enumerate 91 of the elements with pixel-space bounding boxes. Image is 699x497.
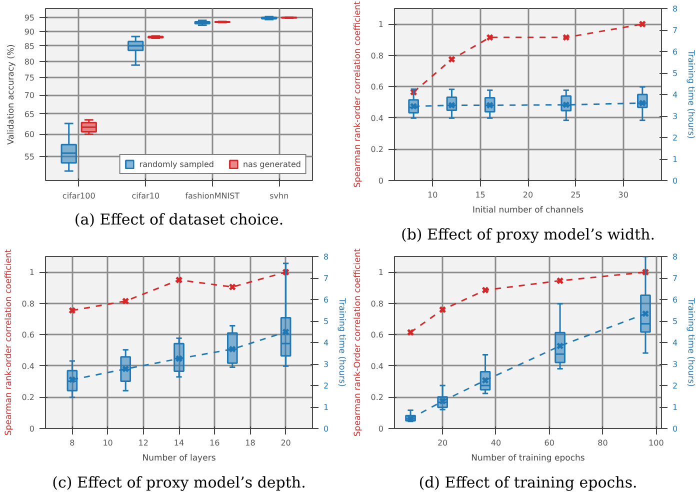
y-tick-label: 65: [24, 110, 35, 119]
y-tick-label: 0: [378, 424, 384, 434]
x-tick-label: cifar100: [62, 192, 96, 200]
y2-tick-label: 3: [324, 360, 329, 369]
y2-tick-label: 6: [324, 296, 329, 304]
y2-tick-label: 8: [672, 252, 678, 262]
x-axis-title: Number of training epochs: [471, 454, 586, 464]
y-tick-label: 75: [24, 74, 35, 83]
y-axis-title: Validation accuracy (%): [6, 44, 16, 145]
x-tick-label: 8: [70, 438, 75, 448]
y2-tick-label: 0: [324, 424, 329, 434]
y-tick-label: 0.8: [370, 51, 384, 60]
text: (c) Effect of proxy model’s depth.: [52, 474, 306, 492]
text: (a) Effect of dataset choice.: [74, 210, 284, 228]
y-tick-label: 80: [24, 57, 35, 66]
y-tick-label: 1: [29, 268, 35, 278]
y-axis-title: Spearman rank-Order correlation coefficient: [352, 248, 363, 436]
y-axis-title: Spearman rank-order correlation coefficient: [352, 0, 363, 188]
y-tick-label: 0.6: [22, 330, 35, 340]
y-tick-label: 0.8: [370, 299, 384, 308]
y-tick-label: 60: [24, 130, 35, 140]
y2-tick-label: 4: [324, 338, 329, 348]
y-tick-label: 0.6: [370, 82, 384, 92]
y-tick-label: 0.6: [370, 330, 384, 340]
y2-axis-title: Training time (hours): [686, 49, 696, 139]
x-tick-label: 25: [570, 190, 581, 200]
y2-tick-label: 8: [672, 4, 678, 14]
x-tick-label: 20: [280, 438, 291, 448]
x-tick-label: 16: [210, 438, 220, 448]
y-axis-title: Spearman rank-order correlation coefficient: [4, 248, 14, 436]
y-tick-label: 0.2: [370, 145, 384, 154]
y2-axis-title: Training time (hours): [686, 297, 696, 387]
y2-tick-label: 3: [672, 360, 678, 369]
y2-tick-label: 4: [672, 338, 678, 348]
y2-tick-label: 6: [672, 296, 678, 304]
y2-tick-label: 5: [672, 317, 678, 326]
x-tick-label: cifar10: [132, 192, 160, 200]
x-tick-label: 10: [102, 438, 113, 448]
y-tick-label: 0.8: [22, 299, 35, 308]
x-tick-label: 40: [490, 438, 502, 448]
text: (b) Effect of proxy model’s width.: [400, 226, 656, 244]
y2-tick-label: 4: [672, 90, 678, 100]
y2-tick-label: 2: [672, 134, 678, 142]
x-tick-label: 20: [522, 190, 534, 200]
y2-tick-label: 2: [672, 382, 678, 390]
x-tick-label: 12: [138, 438, 148, 448]
y-tick-label: 0.4: [22, 362, 35, 371]
x-tick-label: 100: [648, 438, 664, 448]
x-tick-label: 80: [598, 438, 608, 448]
y-tick-label: 85: [24, 42, 35, 51]
y2-tick-label: 0: [672, 424, 678, 434]
y2-tick-label: 7: [324, 274, 329, 283]
x-tick-label: 60: [544, 438, 554, 448]
y2-tick-label: 0: [672, 176, 678, 186]
y2-tick-label: 7: [672, 26, 678, 35]
y-tick-label: 1: [378, 268, 384, 278]
legend-label: randomly sampled: [139, 160, 214, 168]
y2-axis-title: Training time (hours): [336, 297, 347, 387]
y-tick-label: 90: [24, 27, 35, 36]
y-tick-label: 70: [24, 91, 35, 100]
text: (d) Effect of training epochs.: [418, 474, 638, 492]
y-tick-label: 55: [24, 152, 35, 162]
y2-tick-label: 2: [324, 382, 329, 390]
y2-tick-label: 5: [672, 69, 678, 78]
y-tick-label: 1: [378, 20, 384, 30]
y2-tick-label: 8: [324, 252, 329, 262]
y-tick-label: 0: [29, 424, 35, 434]
y2-tick-label: 7: [672, 274, 678, 283]
x-tick-label: fashionMNIST: [185, 192, 240, 200]
y2-tick-label: 3: [672, 112, 678, 121]
y2-tick-label: 5: [324, 317, 329, 326]
y2-tick-label: 1: [672, 155, 678, 164]
x-axis-title: Number of layers: [142, 454, 216, 464]
x-tick-label: 30: [618, 190, 628, 200]
y-tick-label: 95: [24, 14, 35, 23]
y-tick-label: 0.2: [370, 393, 384, 402]
y-tick-label: 0.4: [370, 114, 384, 123]
y2-tick-label: 1: [324, 403, 329, 412]
x-tick-label: svhn: [270, 192, 289, 200]
y2-tick-label: 6: [672, 48, 678, 56]
y-tick-label: 0: [378, 176, 384, 186]
x-tick-label: 15: [475, 190, 486, 200]
x-tick-label: 18: [245, 438, 256, 448]
x-axis-title: Initial number of channels: [472, 206, 584, 216]
y-tick-label: 0.4: [370, 362, 384, 371]
y-tick-label: 0.2: [22, 393, 35, 402]
legend-label: nas generated: [242, 160, 301, 168]
x-tick-label: 10: [428, 190, 438, 200]
x-tick-label: 14: [174, 438, 184, 448]
x-tick-label: 20: [437, 438, 448, 448]
y2-tick-label: 1: [672, 403, 678, 412]
